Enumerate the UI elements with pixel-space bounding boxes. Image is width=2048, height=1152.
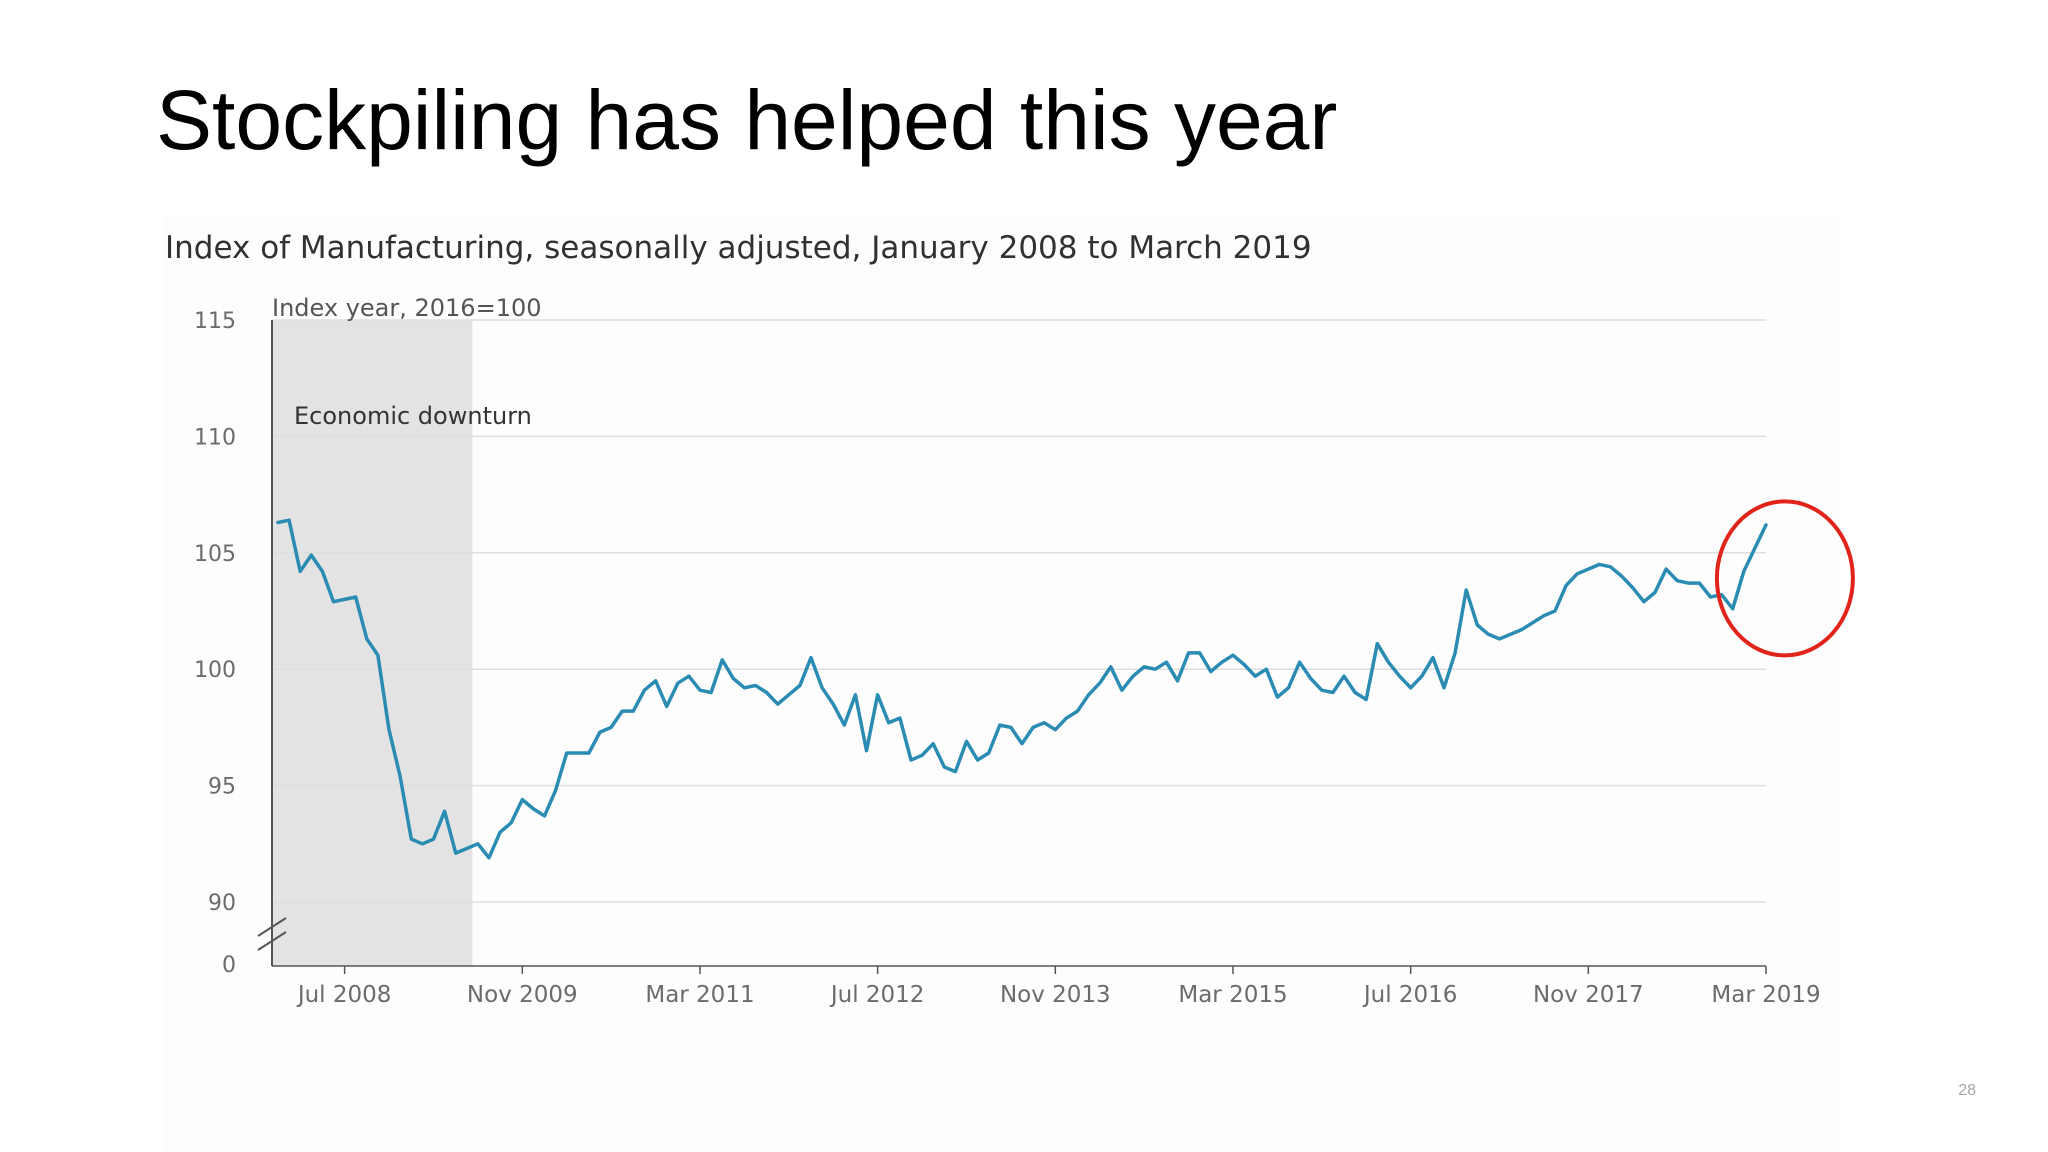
y-tick-label: 110 [194, 425, 236, 450]
x-tick-label: Mar 2015 [1178, 982, 1287, 1008]
x-tick-label: Mar 2019 [1711, 982, 1820, 1008]
axis-break-mark [257, 931, 287, 951]
y-tick-label: 95 [208, 775, 236, 800]
x-tick-label: Mar 2011 [645, 982, 754, 1008]
x-tick-label: Jul 2008 [296, 982, 392, 1008]
y-tick-label: 0 [222, 953, 236, 978]
highlight-circle [1714, 499, 1855, 658]
y-tick-label: 115 [194, 309, 236, 334]
shaded-region [272, 320, 473, 966]
shaded-region-label: Economic downturn [294, 402, 532, 430]
y-tick-label: 105 [194, 542, 236, 567]
x-tick-label: Jul 2012 [829, 982, 925, 1008]
series-line [276, 518, 1768, 860]
x-tick-label: Nov 2017 [1533, 982, 1644, 1008]
slide-title: Stockpiling has helped this year [156, 73, 1338, 167]
y-tick-label: 100 [194, 658, 236, 683]
slide-number: 28 [1958, 1082, 1976, 1099]
axis-break-mark [257, 917, 287, 937]
x-tick-label: Jul 2016 [1362, 982, 1458, 1008]
unit-label: Index year, 2016=100 [272, 294, 542, 322]
y-tick-label: 90 [208, 891, 236, 916]
chart-title: Index of Manufacturing, seasonally adjus… [165, 230, 1312, 266]
x-tick-label: Nov 2013 [1000, 982, 1111, 1008]
x-tick-label: Nov 2009 [467, 982, 578, 1008]
